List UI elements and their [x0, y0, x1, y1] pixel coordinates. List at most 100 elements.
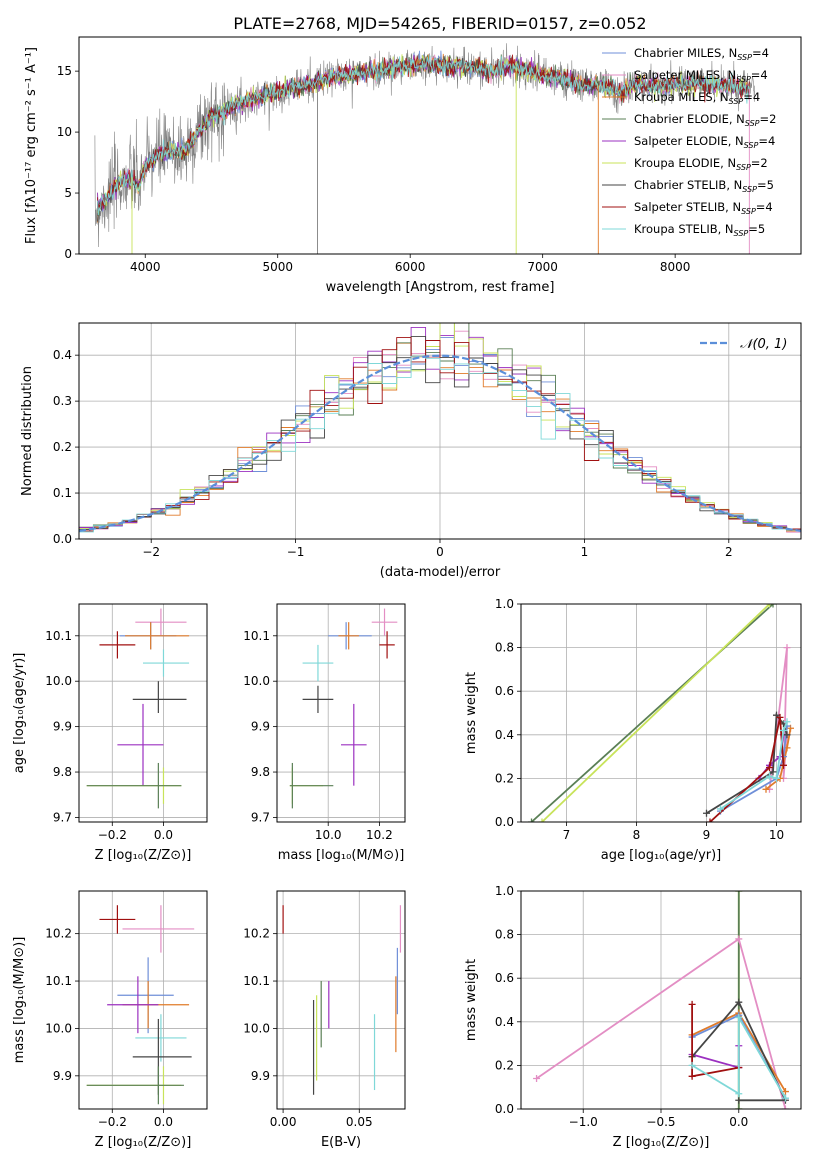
x-tick-label: 7000	[527, 260, 558, 274]
y-tick-label: 9.9	[251, 720, 270, 734]
axes-frame	[276, 890, 406, 1110]
x-tick-label: 0.0	[154, 1115, 173, 1129]
x-tick-label: 9	[703, 828, 711, 842]
x-axis-label: wavelength [Angstrom, rest frame]	[326, 280, 555, 295]
x-tick-label: 4000	[130, 260, 161, 274]
legend-label: Kroupa ELODIE, N	[634, 156, 736, 170]
legend-tail: =2	[751, 156, 768, 170]
weight-marker-kroupa_stelib	[735, 1090, 743, 1098]
weight-marker-salpeter_stelib	[766, 764, 773, 771]
legend-sub: SSP	[745, 119, 760, 128]
panel-residual-hist: −2 −1 0 1 2 0.0 0.1 0.2 0.3 0.4 (data-model)/error…	[20, 322, 802, 580]
legend-sub: SSP	[742, 185, 757, 194]
plot-area	[86, 905, 195, 1105]
x-tick-label: −1	[287, 545, 305, 559]
x-tick-label: 8	[633, 828, 641, 842]
weight-marker-kroupa_stelib	[781, 1094, 789, 1102]
axes-frame	[520, 890, 802, 1110]
legend-label: Salpeter STELIB, N	[634, 200, 741, 214]
legend-sub: SSP	[736, 75, 751, 84]
x-tick-label: −0.5	[646, 1115, 675, 1129]
legend-tail: =4	[752, 46, 769, 60]
y-tick-label: 10.1	[243, 629, 270, 643]
legend-tail: =5	[748, 222, 765, 236]
panel-spectrum: 4000 5000 6000 7000 8000 0 5 10 15 wavelength [An…	[24, 36, 802, 295]
weight-marker-chabrier_stelib	[783, 731, 791, 739]
weight-marker-chabrier_stelib	[735, 1096, 743, 1104]
weight-marker-salpeter_miles	[735, 935, 743, 943]
weight-marker-chabrier_stelib	[735, 998, 743, 1006]
weight-line-kroupa_elodie	[541, 604, 771, 822]
y-tick-label: 10.2	[243, 927, 270, 941]
y-tick-label: 0.2	[495, 1058, 514, 1072]
y-tick-label: 0.6	[495, 971, 514, 985]
x-tick-label: 8000	[660, 260, 691, 274]
weight-line-chabrier_miles	[720, 725, 788, 812]
y-tick-label: 0.2	[53, 440, 72, 454]
panel-mass-weight-vs-Z: −1.0 −0.5 0.0 0.0 0.2 0.4 0.6 0.8 1.0 Z [log₁₀(Z/…	[464, 884, 802, 1150]
plot-area	[79, 323, 801, 539]
y-tick-label: 9.9	[251, 1069, 270, 1083]
weight-marker-salpeter_stelib	[706, 818, 714, 822]
y-tick-label: 0.4	[495, 1015, 514, 1029]
model-spectrum-kroupa_stelib	[97, 55, 750, 216]
x-axis-label: E(B-V)	[321, 1135, 361, 1150]
y-tick-label: 9.9	[53, 1069, 72, 1083]
weight-marker-kroupa_stelib	[717, 805, 724, 813]
weight-marker-salpeter_stelib	[688, 1072, 696, 1080]
legend-entry: Salpeter STELIB, NSSP=4	[634, 200, 773, 216]
plot-area	[282, 905, 402, 1095]
y-axis-label: Flux [fλ10⁻¹⁷ erg cm⁻² s⁻¹ A⁻¹]	[24, 47, 39, 244]
legend-tail: =4	[756, 200, 773, 214]
weight-marker-salpeter_miles	[533, 1074, 541, 1082]
y-tick-label: 9.9	[53, 720, 72, 734]
plot-area	[528, 604, 794, 822]
y-tick-label: 0.2	[495, 771, 514, 785]
weight-marker-chabrier_stelib	[769, 768, 777, 776]
plot-area	[289, 608, 398, 809]
y-tick-label: 10.0	[243, 1021, 270, 1035]
panel-age-vs-Z: −0.2 0.0 9.7 9.8 9.9 10.0 10.1 Z [log₁₀(Z/Z⊙)] a…	[12, 603, 208, 863]
x-axis-label: Z [log₁₀(Z/Z⊙)]	[613, 1135, 710, 1150]
y-axis-label: mass [log₁₀(M/M⊙)]	[12, 937, 27, 1064]
y-tick-label: 0.0	[495, 815, 514, 829]
legend-label: Salpeter ELODIE, N	[634, 134, 744, 148]
y-tick-label: 0.3	[53, 394, 72, 408]
x-tick-label: 0.05	[346, 1115, 373, 1129]
legend-label: Chabrier ELODIE, N	[634, 112, 745, 126]
y-tick-label: 10.0	[45, 1021, 72, 1035]
weight-marker-salpeter_miles	[781, 1105, 789, 1109]
y-tick-label: 0.6	[495, 684, 514, 698]
x-tick-label: 0	[436, 545, 444, 559]
x-tick-label: −0.2	[98, 1115, 127, 1129]
legend-label: Chabrier MILES, N	[634, 46, 737, 60]
legend-tail: =2	[760, 112, 777, 126]
legend-entry: Chabrier ELODIE, NSSP=2	[634, 112, 776, 128]
y-axis-label: age [log₁₀(age/yr)]	[12, 653, 27, 774]
weight-marker-kroupa_stelib	[735, 1013, 743, 1021]
legend-sub: SSP	[734, 229, 749, 238]
weight-marker-kroupa_miles	[781, 1088, 789, 1096]
weight-marker-kroupa_miles	[762, 785, 770, 793]
y-tick-label: 10	[57, 125, 72, 139]
plot-area	[94, 43, 755, 254]
legend-sub: SSP	[729, 97, 744, 106]
x-tick-label: 7	[563, 828, 571, 842]
axes-frame	[78, 603, 208, 823]
y-tick-label: 0.4	[53, 348, 72, 362]
data-spectrum-line	[94, 43, 755, 248]
weight-marker-salpeter_stelib	[780, 761, 787, 769]
y-tick-label: 0.8	[495, 928, 514, 942]
y-axis-label: mass weight	[464, 959, 479, 1041]
histogram-kroupa_elodie	[79, 323, 801, 539]
y-axis-label: mass weight	[464, 672, 479, 754]
y-tick-label: 1.0	[495, 597, 514, 611]
x-tick-label: 0.0	[729, 1115, 748, 1129]
y-tick-label: 10.1	[243, 974, 270, 988]
weight-marker-kroupa_stelib	[773, 774, 780, 782]
x-axis-label: Z [log₁₀(Z/Z⊙)]	[95, 848, 192, 863]
legend-tail: =5	[757, 178, 774, 192]
panel-mass-vs-Z: −0.2 0.0 9.9 10.0 10.1 10.2 Z [log₁₀(Z/Z⊙)] mas…	[12, 890, 208, 1150]
